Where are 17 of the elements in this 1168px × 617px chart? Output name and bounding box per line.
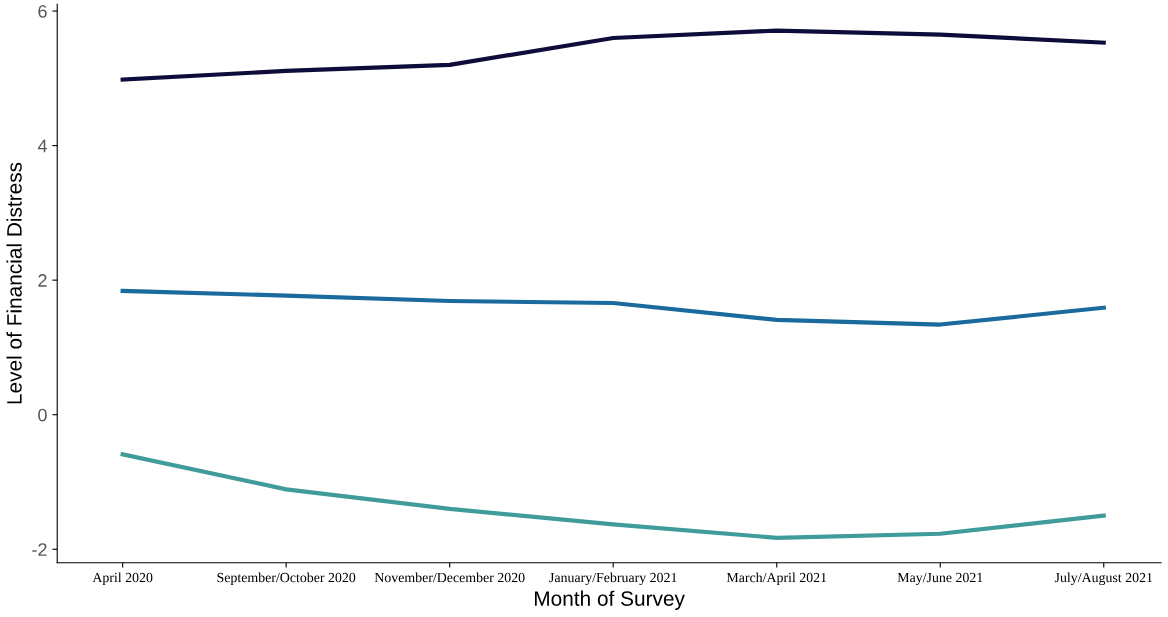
line-series — [120, 452, 1106, 540]
x-tick-label: March/April 2021 — [726, 572, 827, 586]
y-tick-label: 2 — [38, 274, 47, 287]
x-tick-label: September/October 2020 — [217, 572, 356, 586]
x-tick-label: November/December 2020 — [374, 572, 525, 583]
y-tick-label: 6 — [38, 4, 47, 18]
y-axis-title: Level of Financial Distress — [6, 162, 22, 404]
y-tick-label: 4 — [37, 139, 47, 153]
line-series — [120, 288, 1106, 327]
x-tick-label: January/February 2021 — [549, 572, 677, 586]
x-axis-title: Month of Survey — [534, 590, 685, 611]
y-tick-label: -2 — [32, 543, 47, 556]
line-series — [120, 28, 1106, 82]
y-tick-label: 0 — [38, 408, 47, 422]
x-tick-label: July/August 2021 — [1054, 572, 1153, 586]
x-tick-label: April 2020 — [92, 572, 153, 586]
x-tick-label: May/June 2021 — [897, 572, 983, 586]
